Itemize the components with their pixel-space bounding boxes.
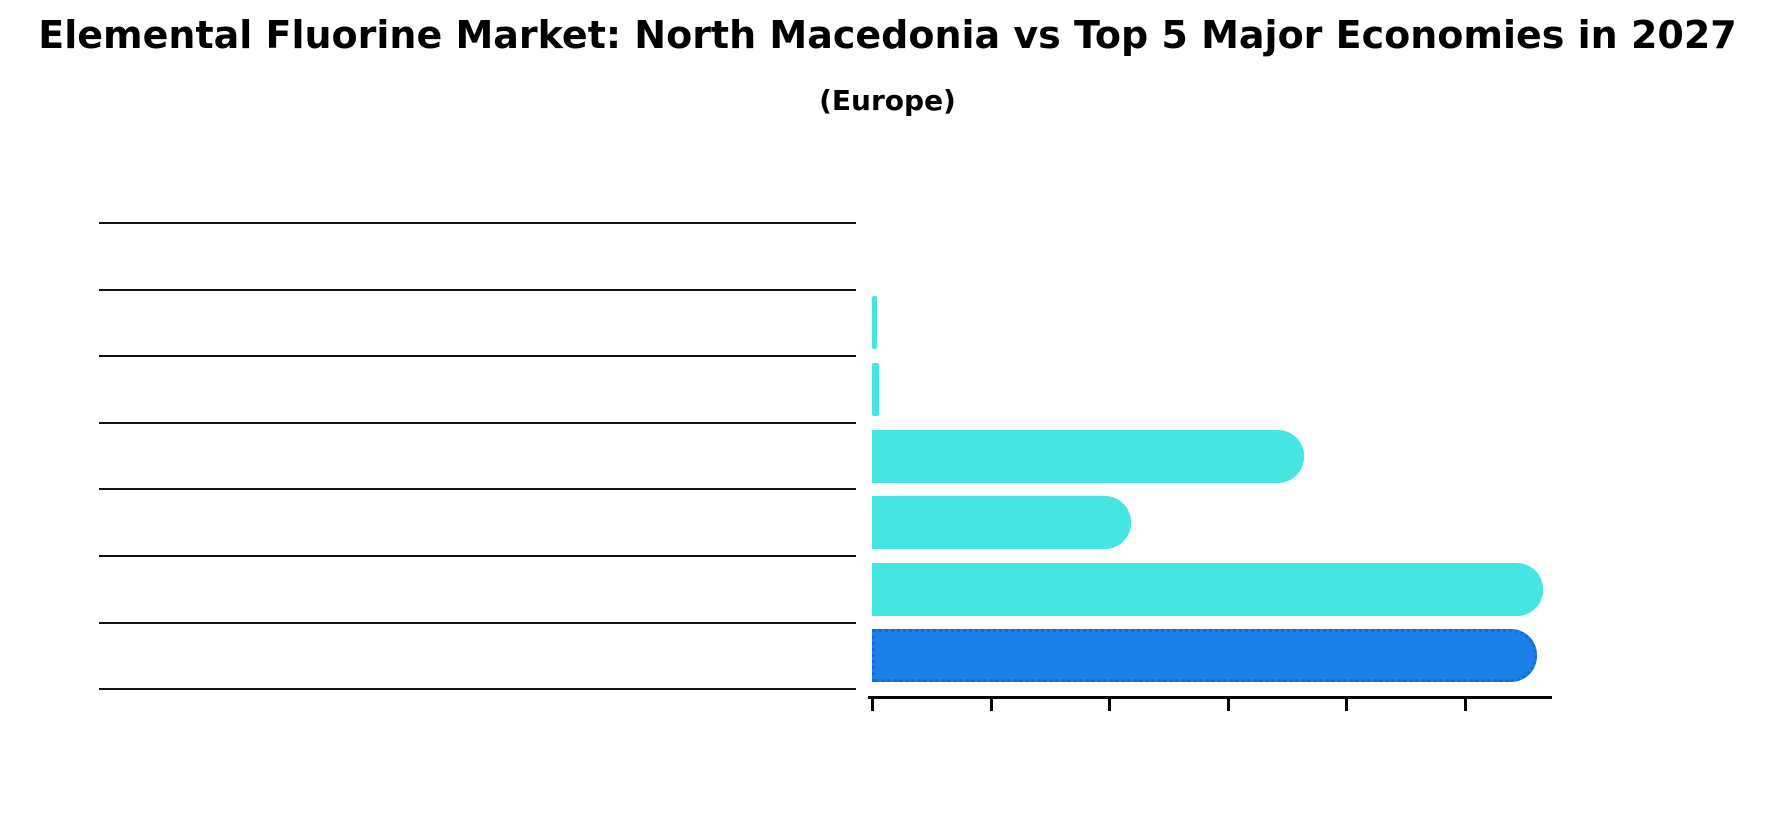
x-axis-tick-1 bbox=[990, 699, 993, 711]
chart-subtitle: (Europe) bbox=[819, 84, 956, 117]
table-row-rule bbox=[99, 555, 856, 557]
table-header-rule bbox=[99, 289, 856, 291]
table-row-rule bbox=[99, 688, 856, 690]
bar-russia bbox=[872, 563, 1543, 616]
table-row-rule bbox=[99, 355, 856, 357]
chart-title: Elemental Fluorine Market: North Macedon… bbox=[38, 13, 1737, 57]
bar-france bbox=[872, 430, 1304, 483]
table-row-rule bbox=[99, 422, 856, 424]
x-axis-spine bbox=[868, 696, 1552, 699]
bar-germany bbox=[872, 296, 877, 349]
x-axis-tick-3 bbox=[1227, 699, 1230, 711]
x-axis-tick-0 bbox=[871, 699, 874, 711]
x-axis-tick-2 bbox=[1108, 699, 1111, 711]
x-axis-tick-4 bbox=[1345, 699, 1348, 711]
table-row-rule bbox=[99, 488, 856, 490]
bar-united-kingdom bbox=[872, 363, 879, 416]
bar-italy bbox=[872, 496, 1131, 549]
bar-highlight-north-macedonia bbox=[872, 629, 1537, 682]
table-row-rule bbox=[99, 622, 856, 624]
x-axis-tick-5 bbox=[1464, 699, 1467, 711]
table-top-rule bbox=[99, 222, 856, 224]
